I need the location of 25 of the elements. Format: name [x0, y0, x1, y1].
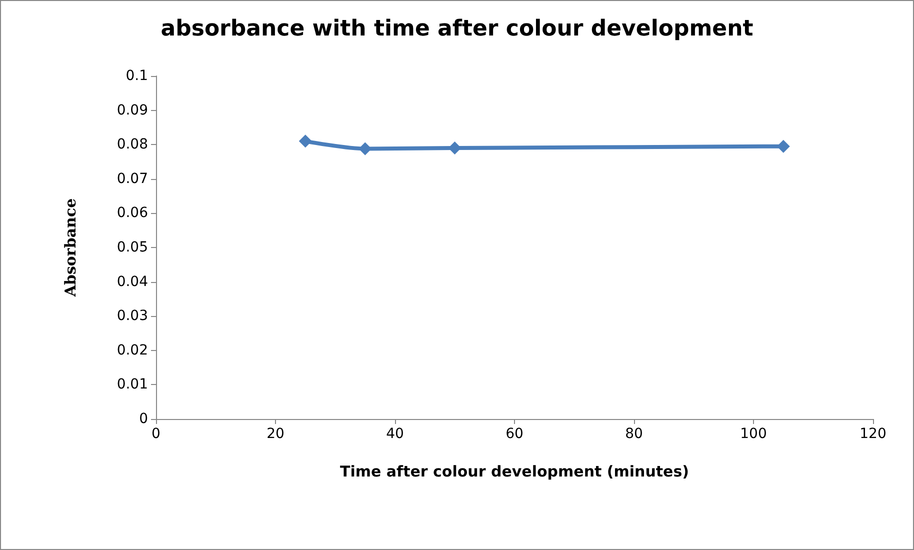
y-tick-label: 0.01: [116, 376, 148, 393]
point: [448, 142, 462, 155]
point: [776, 140, 790, 153]
y-tick-label: 0.08: [116, 136, 148, 153]
y-tick-label: 0.1: [126, 68, 148, 84]
y-tick-label: 0.02: [116, 342, 148, 358]
y-tick-label: 0.07: [116, 170, 148, 187]
x-tick-label: 100: [740, 426, 767, 442]
x-axis-title: Time after colour development (minutes): [340, 462, 689, 480]
point: [358, 142, 372, 156]
y-tick-label: 0.03: [116, 308, 148, 324]
y-tick-label: 0.04: [116, 274, 148, 290]
y-axis-title: Absorbance: [62, 198, 80, 298]
x-tick-label: 60: [506, 426, 524, 442]
x-tick-label: 120: [860, 426, 886, 442]
y-tick-label: 0: [139, 411, 148, 427]
y-tick-label: 0.05: [116, 240, 148, 256]
chart-title: absorbance with time after colour development: [160, 16, 754, 42]
point: [298, 134, 312, 148]
x-tick-label: 20: [266, 426, 284, 442]
x-tick-label: 80: [625, 426, 643, 442]
y-tick-label: 0.06: [116, 205, 148, 222]
x-tick-label: 0: [152, 426, 160, 442]
y-tick-label: 0.09: [116, 102, 148, 118]
x-tick-label: 40: [386, 426, 404, 442]
